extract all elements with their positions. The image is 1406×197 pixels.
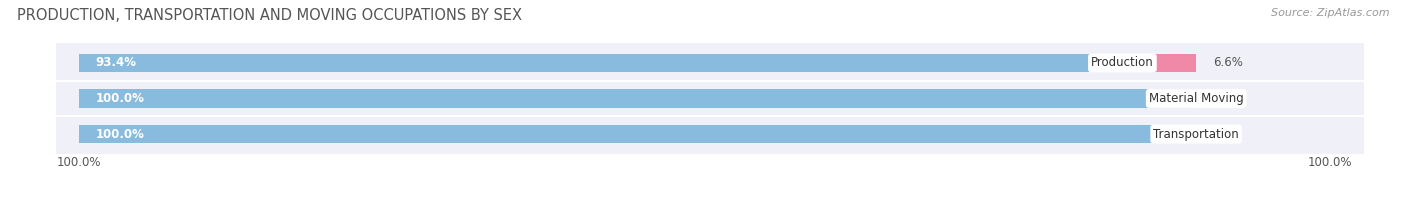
Text: PRODUCTION, TRANSPORTATION AND MOVING OCCUPATIONS BY SEX: PRODUCTION, TRANSPORTATION AND MOVING OC…	[17, 8, 522, 23]
Text: Production: Production	[1091, 56, 1154, 69]
Legend: Male, Female: Male, Female	[547, 194, 664, 197]
Text: 100.0%: 100.0%	[96, 92, 145, 105]
Bar	[1122, 54, 1197, 72]
Bar	[79, 54, 1122, 72]
Text: Source: ZipAtlas.com: Source: ZipAtlas.com	[1271, 8, 1389, 18]
Text: 100.0%: 100.0%	[96, 128, 145, 141]
Text: Transportation: Transportation	[1153, 128, 1239, 141]
Text: 0.0%: 0.0%	[1213, 128, 1243, 141]
Bar	[79, 125, 1197, 143]
Text: Material Moving: Material Moving	[1149, 92, 1243, 105]
Bar	[79, 125, 1197, 143]
Text: 93.4%: 93.4%	[96, 56, 136, 69]
Bar	[79, 89, 1197, 108]
Text: 0.0%: 0.0%	[1213, 92, 1243, 105]
Bar	[79, 54, 1197, 72]
Text: 6.6%: 6.6%	[1213, 56, 1243, 69]
Bar	[79, 89, 1197, 108]
